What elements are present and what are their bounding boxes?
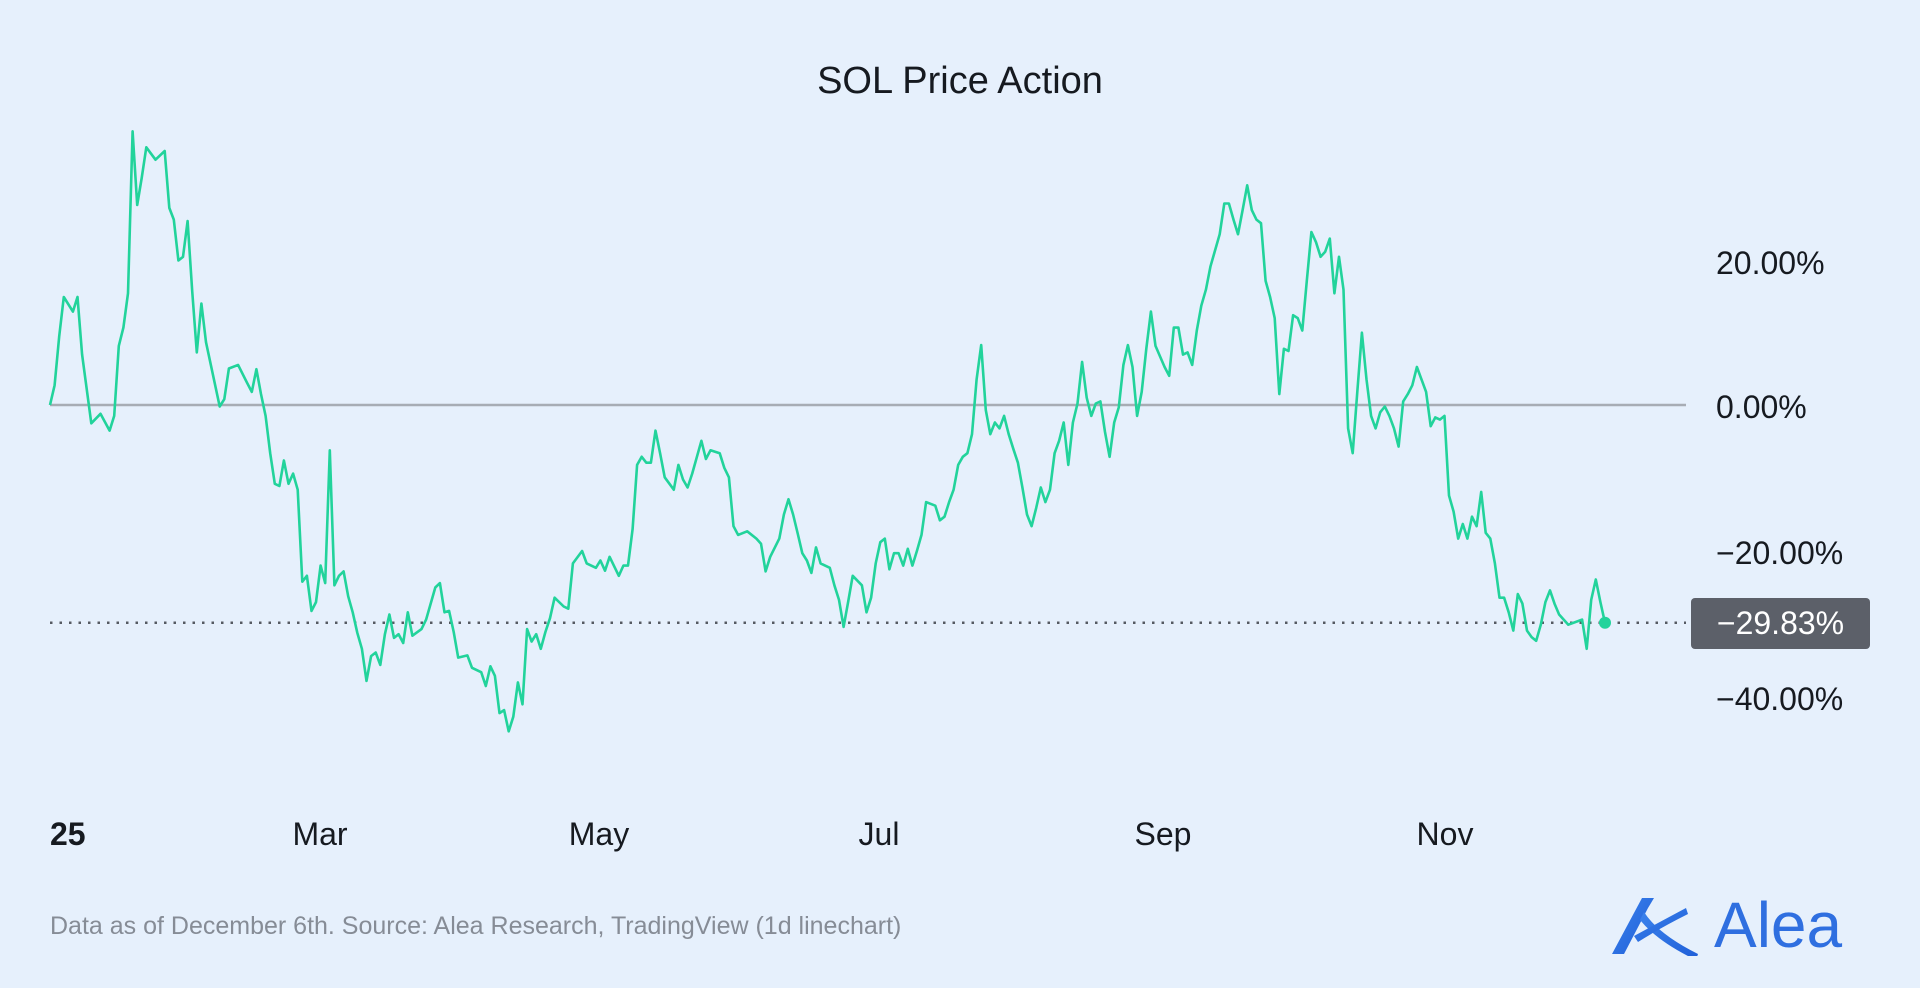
chart-title: SOL Price Action [817,60,1103,102]
y-tick-label: 0.00% [1716,389,1807,425]
series-line-sol [48,130,1607,733]
x-tick-label: 25 [50,816,86,852]
x-tick-label: May [568,816,630,852]
x-tick-label: Nov [1416,816,1474,852]
source-note: Data as of December 6th. Source: Alea Re… [50,912,902,940]
x-tick-label: Sep [1134,816,1192,852]
last-value-marker [1599,616,1611,629]
alea-logo-text: Alea [1714,889,1843,961]
last-value-label: −29.83% [1691,598,1870,649]
alea-logo: Alea [1608,893,1842,957]
x-tick-label: Jul [858,816,900,852]
alea-logo-mark-icon [1612,898,1698,956]
x-tick-label: Mar [292,816,348,852]
y-tick-label: −40.00% [1716,681,1844,717]
last-value-text: −29.83% [1716,605,1845,641]
y-tick-label: −20.00% [1716,535,1844,571]
y-tick-label: 20.00% [1716,245,1825,281]
